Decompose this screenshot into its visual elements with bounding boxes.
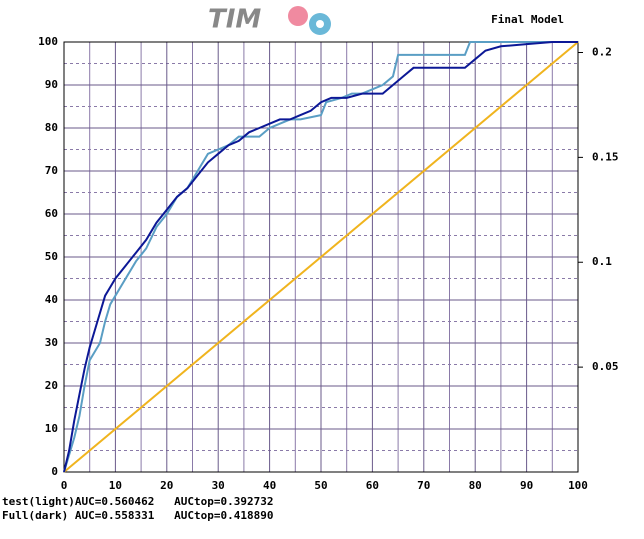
x-tick-label: 90: [520, 479, 533, 492]
x-tick-label: 40: [263, 479, 276, 492]
x-tick-label: 30: [212, 479, 225, 492]
x-tick-label: 20: [160, 479, 173, 492]
y-tick-label: 20: [45, 379, 58, 392]
logo: TIM: [208, 5, 261, 35]
x-tick-label: 70: [417, 479, 430, 492]
y-tick-label: 10: [45, 422, 58, 435]
annotation: Full(dark) AUC=0.558331 AUCtop=0.418890: [2, 509, 274, 522]
y-tick-label: 50: [45, 250, 58, 263]
x-tick-label: 60: [366, 479, 379, 492]
y-tick-label: 80: [45, 121, 58, 134]
y-tick-label: 0: [51, 465, 58, 478]
x-tick-label: 0: [61, 479, 68, 492]
y2-tick-label: 0.1: [592, 255, 612, 268]
plot-frame: [63, 41, 579, 473]
y-tick-label: 70: [45, 164, 58, 177]
x-tick-label: 10: [109, 479, 122, 492]
y-tick-label: 30: [45, 336, 58, 349]
series-line: [63, 41, 578, 473]
x-tick-label: 100: [568, 479, 588, 492]
logo-gears: [288, 6, 331, 35]
gear-hole: [316, 20, 324, 28]
y-tick-label: 40: [45, 293, 58, 306]
y-tick-label: 60: [45, 207, 58, 220]
gear: [288, 6, 308, 26]
x-tick-label: 50: [314, 479, 327, 492]
y2-tick-label: 0.15: [592, 150, 619, 163]
series-line: [63, 41, 579, 473]
y2-tick-label: 0.05: [592, 360, 619, 373]
y-tick-label: 100: [38, 35, 58, 48]
chart-title: Final Model: [491, 13, 564, 26]
y2-tick-label: 0.2: [592, 45, 612, 58]
annotation: test(light)AUC=0.560462 AUCtop=0.392732: [2, 495, 274, 508]
x-tick-label: 80: [469, 479, 482, 492]
y-tick-label: 90: [45, 78, 58, 91]
